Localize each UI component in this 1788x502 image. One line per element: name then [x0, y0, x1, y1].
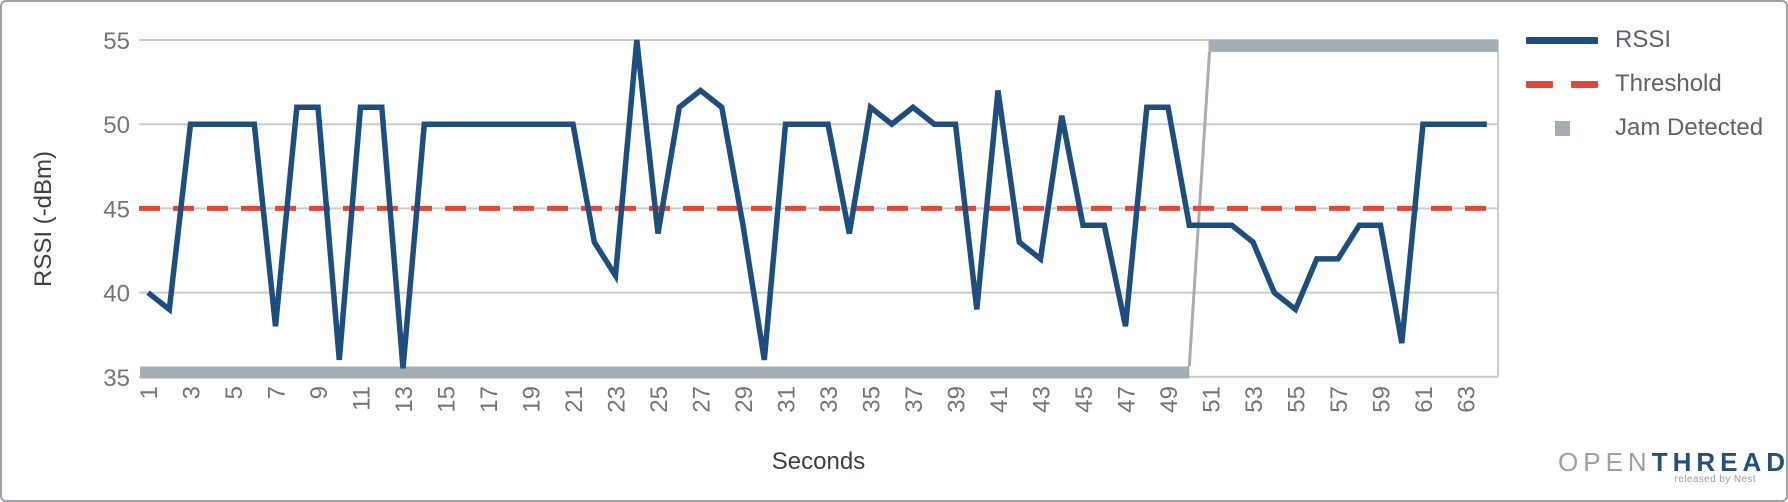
legend-item-rssi: RSSI	[1526, 18, 1763, 62]
x-tick-label-41: 41	[986, 386, 1013, 413]
x-tick-label-55: 55	[1284, 386, 1311, 413]
y-tick-label-55: 55	[103, 28, 130, 55]
y-axis-title: RSSI (-dBm)	[30, 151, 57, 288]
x-tick-label-13: 13	[391, 386, 418, 413]
x-tick-label-3: 3	[179, 386, 206, 399]
x-tick-label-35: 35	[859, 386, 886, 413]
logo-tagline: released by Nest	[1674, 474, 1756, 485]
openthread-logo: OPENTHREAD released by Nest	[1558, 447, 1785, 485]
x-tick-label-1: 1	[136, 386, 163, 399]
logo-text-thread: THREAD	[1651, 447, 1788, 477]
x-tick-label-19: 19	[519, 386, 546, 413]
x-tick-label-47: 47	[1114, 386, 1141, 413]
x-tick-label-45: 45	[1071, 386, 1098, 413]
x-tick-label-49: 49	[1156, 386, 1183, 413]
x-tick-label-23: 23	[604, 386, 631, 413]
x-tick-label-11: 11	[349, 386, 376, 411]
x-tick-label-61: 61	[1411, 386, 1438, 413]
logo-text-open: OPEN	[1558, 447, 1652, 477]
legend-label-threshold: Threshold	[1615, 70, 1722, 97]
legend-label-rssi: RSSI	[1615, 26, 1672, 53]
x-tick-label-33: 33	[816, 386, 843, 413]
legend-label-jam-detected: Jam Detected	[1615, 114, 1764, 141]
y-tick-label-50: 50	[103, 112, 130, 139]
legend: RSSI Threshold Jam Detected	[1526, 18, 1763, 150]
legend-item-threshold: Threshold	[1526, 62, 1763, 106]
x-tick-label-9: 9	[306, 386, 333, 399]
x-tick-label-59: 59	[1369, 386, 1396, 413]
y-tick-label-35: 35	[103, 365, 130, 392]
x-tick-label-15: 15	[434, 386, 461, 413]
x-tick-label-7: 7	[264, 386, 291, 399]
x-tick-label-5: 5	[221, 386, 248, 399]
x-tick-label-17: 17	[476, 386, 503, 413]
x-axis-title: Seconds	[771, 448, 866, 475]
openthread-logo-wordmark: OPENTHREAD	[1558, 447, 1785, 477]
x-tick-label-63: 63	[1454, 386, 1481, 413]
x-tick-label-53: 53	[1241, 386, 1268, 413]
threshold-dash-swatch	[1526, 76, 1598, 92]
x-tick-label-27: 27	[689, 386, 716, 413]
x-tick-label-57: 57	[1326, 386, 1353, 413]
x-tick-label-31: 31	[774, 386, 801, 413]
y-tick-label-40: 40	[103, 281, 130, 308]
x-tick-label-25: 25	[646, 386, 673, 413]
legend-item-jam-detected: Jam Detected	[1526, 106, 1763, 150]
rssi-line-swatch	[1526, 32, 1598, 48]
x-tick-label-43: 43	[1029, 386, 1056, 413]
y-tick-label-45: 45	[103, 196, 130, 223]
x-tick-label-51: 51	[1199, 386, 1226, 413]
x-tick-label-39: 39	[944, 386, 971, 413]
jam-square-swatch	[1526, 120, 1598, 136]
x-tick-label-29: 29	[731, 386, 758, 413]
x-tick-label-37: 37	[901, 386, 928, 413]
rssi-line	[146, 39, 1487, 369]
x-tick-label-21: 21	[561, 386, 588, 413]
